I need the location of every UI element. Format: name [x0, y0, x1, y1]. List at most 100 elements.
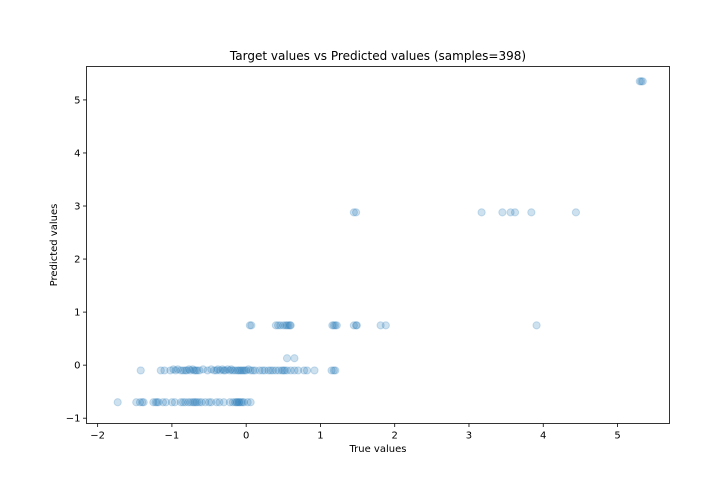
data-point [506, 208, 515, 217]
y-tick-label: 0 [74, 361, 80, 372]
data-point [302, 366, 312, 375]
data-point [182, 366, 191, 375]
data-point [169, 365, 178, 374]
data-point [225, 398, 234, 407]
data-point [286, 366, 295, 375]
data-point [498, 208, 507, 217]
data-point [113, 398, 122, 407]
y-tick-label: 5 [74, 95, 80, 106]
data-point [271, 366, 280, 375]
data-point [331, 366, 340, 375]
data-point [151, 398, 160, 407]
data-point [207, 365, 216, 374]
points-layer [113, 77, 647, 407]
data-point [228, 366, 237, 375]
data-point [213, 365, 223, 374]
data-point [268, 366, 278, 375]
data-point [235, 398, 244, 407]
data-point [329, 366, 338, 375]
data-point [173, 365, 182, 374]
y-tick-label: −1 [66, 414, 81, 425]
data-point [290, 366, 299, 375]
data-point [236, 366, 245, 375]
data-point [300, 366, 309, 375]
data-point [250, 366, 260, 375]
data-point [135, 398, 145, 407]
y-tick-label: 1 [74, 308, 80, 319]
data-point [225, 366, 234, 375]
x-tick-label: 2 [392, 431, 398, 442]
data-point [310, 366, 319, 375]
data-point [195, 366, 204, 375]
data-point [285, 321, 295, 330]
data-point [381, 321, 390, 330]
x-tick-label: 0 [243, 431, 249, 442]
x-tick-label: 3 [466, 431, 472, 442]
data-point [230, 366, 240, 375]
chart-title: Target values vs Predicted values (sampl… [229, 49, 526, 63]
data-point [193, 366, 202, 375]
data-point [258, 366, 267, 375]
x-axis-label: True values [349, 444, 407, 455]
data-point [637, 77, 646, 86]
data-point [352, 321, 361, 330]
data-point [271, 321, 280, 330]
data-point [188, 365, 197, 374]
data-point [176, 366, 185, 375]
data-point [218, 365, 227, 374]
data-point [132, 398, 141, 407]
data-point [228, 398, 237, 407]
data-point [223, 365, 232, 374]
x-tick-label: −2 [90, 431, 105, 442]
data-point [571, 208, 581, 217]
data-point [329, 321, 338, 330]
data-point [160, 366, 169, 375]
y-tick-label: 2 [74, 255, 80, 266]
data-point [635, 77, 644, 86]
data-point [349, 208, 358, 217]
data-point [234, 398, 243, 407]
data-point [149, 398, 158, 407]
data-point [167, 398, 177, 407]
data-point [195, 398, 204, 407]
data-point [156, 366, 165, 375]
data-point [331, 321, 340, 330]
data-point [233, 398, 242, 407]
data-point [510, 208, 520, 217]
data-point [351, 321, 361, 330]
data-point [240, 366, 249, 375]
data-point [178, 398, 188, 407]
x-tick-label: 5 [614, 431, 620, 442]
data-point [234, 366, 243, 375]
data-point [290, 354, 299, 363]
data-point [246, 366, 255, 375]
data-point [282, 354, 292, 363]
data-point [190, 366, 199, 375]
data-point [280, 366, 289, 375]
data-point [197, 398, 206, 407]
data-point [139, 398, 148, 407]
data-point [245, 321, 254, 330]
x-tick-label: −1 [165, 431, 180, 442]
data-point [199, 365, 208, 374]
x-tick-label: 1 [317, 431, 323, 442]
data-point [282, 321, 292, 330]
data-point [532, 321, 541, 330]
data-point [332, 321, 341, 330]
data-point [246, 398, 255, 407]
data-point [212, 398, 221, 407]
data-point [158, 398, 168, 407]
data-point [230, 398, 240, 407]
data-point [349, 321, 358, 330]
data-point [247, 321, 256, 330]
data-point [203, 366, 212, 375]
data-point [284, 321, 293, 330]
data-point [201, 398, 210, 407]
data-point [191, 366, 200, 375]
data-point [477, 208, 486, 217]
data-point [242, 366, 251, 375]
data-point [527, 208, 536, 217]
data-point [216, 366, 225, 375]
